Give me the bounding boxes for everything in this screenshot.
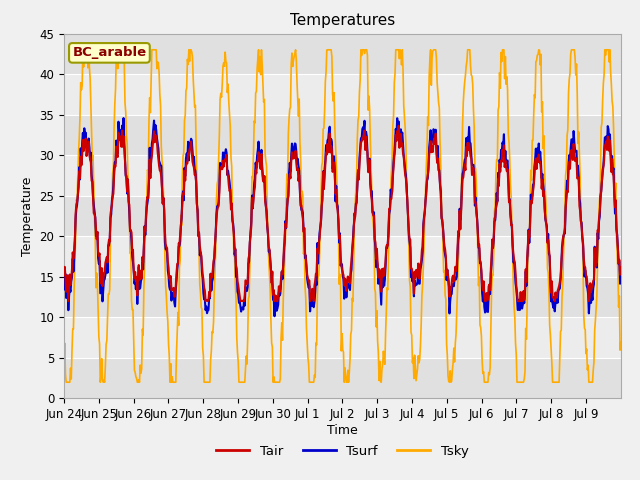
- Bar: [64, 115, 621, 155]
- Tsurf: [271, 313, 278, 319]
- Bar: [64, 155, 621, 196]
- Tsky: [60, 357, 68, 363]
- Line: Tsurf: Tsurf: [64, 118, 621, 316]
- Title: Temperatures: Temperatures: [290, 13, 395, 28]
- Bar: [64, 34, 621, 74]
- Line: Tsky: Tsky: [64, 50, 621, 382]
- Tair: [228, 216, 236, 222]
- Tsky: [433, 55, 440, 61]
- Tsurf: [120, 115, 127, 121]
- Tsky: [62, 379, 70, 385]
- Tsky: [79, 47, 86, 53]
- Tsky: [257, 72, 264, 78]
- Tsurf: [228, 217, 236, 223]
- Tsurf: [256, 154, 264, 159]
- Text: BC_arable: BC_arable: [72, 47, 147, 60]
- Tsurf: [60, 287, 68, 292]
- Tair: [65, 298, 72, 304]
- Tair: [433, 150, 440, 156]
- Bar: [64, 358, 621, 398]
- Bar: [64, 236, 621, 277]
- Tsky: [229, 220, 237, 226]
- Tsurf: [126, 228, 134, 234]
- Tsurf: [278, 269, 285, 275]
- Tsky: [401, 125, 409, 131]
- Legend: Tair, Tsurf, Tsky: Tair, Tsurf, Tsky: [211, 439, 474, 463]
- Tair: [256, 164, 264, 170]
- Tair: [617, 265, 625, 271]
- Tsky: [278, 320, 285, 326]
- Tsurf: [401, 167, 409, 173]
- Bar: [64, 277, 621, 317]
- Tair: [60, 272, 68, 277]
- Tsky: [617, 339, 625, 345]
- Bar: [64, 74, 621, 115]
- Tair: [126, 227, 134, 233]
- Line: Tair: Tair: [64, 126, 621, 301]
- Tsurf: [433, 144, 440, 149]
- Tsky: [127, 250, 134, 256]
- Tsurf: [617, 268, 625, 274]
- Tair: [401, 172, 409, 178]
- X-axis label: Time: Time: [327, 424, 358, 437]
- Y-axis label: Temperature: Temperature: [21, 176, 34, 256]
- Bar: [64, 317, 621, 358]
- Tair: [277, 276, 285, 281]
- Bar: [64, 196, 621, 236]
- Tair: [395, 123, 403, 129]
